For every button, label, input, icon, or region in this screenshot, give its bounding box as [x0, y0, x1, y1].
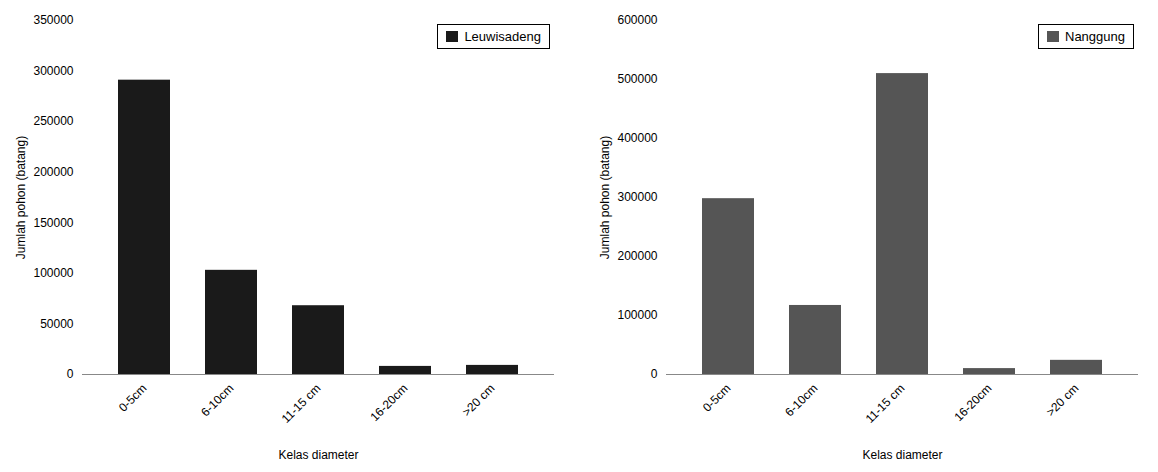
svg-text:Jumlah pohon (batang): Jumlah pohon (batang) [14, 136, 28, 259]
svg-text:11-15 cm: 11-15 cm [279, 381, 324, 426]
svg-text:0: 0 [651, 367, 658, 381]
svg-text:100000: 100000 [33, 266, 73, 280]
svg-text:600000: 600000 [617, 13, 657, 27]
svg-text:0-5cm: 0-5cm [700, 381, 733, 414]
svg-text:16-20cm: 16-20cm [367, 381, 410, 424]
html-text:Nanggung: Nanggung [1065, 29, 1125, 44]
svg-text:50000: 50000 [40, 317, 74, 331]
svg-text:>20 cm: >20 cm [459, 381, 497, 419]
svg-text:100000: 100000 [617, 308, 657, 322]
svg-text:11-15 cm: 11-15 cm [863, 381, 908, 426]
svg-text:350000: 350000 [33, 13, 73, 27]
svg-text:6-10cm: 6-10cm [782, 381, 820, 419]
svg-text:>20 cm: >20 cm [1043, 381, 1081, 419]
html-text:Leuwisadeng: Leuwisadeng [464, 29, 541, 44]
svg-text:0-5cm: 0-5cm [116, 381, 149, 414]
svg-text:200000: 200000 [33, 165, 73, 179]
svg-text:Jumlah pohon (batang): Jumlah pohon (batang) [598, 136, 612, 259]
svg-text:300000: 300000 [33, 64, 73, 78]
svg-text:Kelas diameter: Kelas diameter [862, 448, 942, 462]
svg-text:400000: 400000 [617, 131, 657, 145]
svg-text:0: 0 [67, 367, 74, 381]
svg-text:250000: 250000 [33, 114, 73, 128]
svg-text:300000: 300000 [617, 190, 657, 204]
svg-text:500000: 500000 [617, 72, 657, 86]
svg-text:Kelas diameter: Kelas diameter [278, 448, 358, 462]
svg-text:200000: 200000 [617, 249, 657, 263]
svg-text:16-20cm: 16-20cm [951, 381, 994, 424]
svg-text:150000: 150000 [33, 216, 73, 230]
svg-text:6-10cm: 6-10cm [198, 381, 236, 419]
